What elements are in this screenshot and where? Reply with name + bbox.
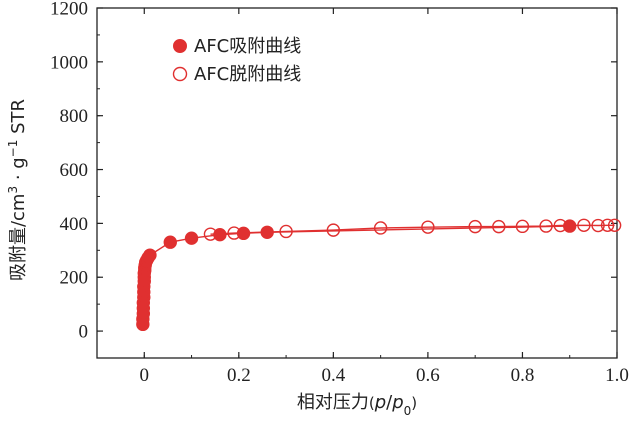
desorption-point xyxy=(539,219,553,233)
y-tick-label: 0 xyxy=(79,322,89,343)
legend-marker-filled xyxy=(173,39,187,53)
plot-frame xyxy=(96,7,618,359)
adsorption-point xyxy=(563,219,577,233)
y-tick-label: 200 xyxy=(60,268,89,289)
y-tick-label: 400 xyxy=(60,214,89,235)
x-tick-label: 1.0 xyxy=(605,365,629,386)
desorption-point xyxy=(227,226,241,240)
x-tick-label: 0.2 xyxy=(227,365,251,386)
desorption-point xyxy=(577,218,591,232)
desorption-point xyxy=(492,219,506,234)
series-line-0 xyxy=(142,225,570,325)
desorption-point xyxy=(203,227,218,241)
desorption-point xyxy=(279,224,293,239)
series-lines xyxy=(142,224,615,325)
legend-marker-open xyxy=(172,66,188,82)
y-tick-label: 1000 xyxy=(50,52,88,73)
desorption-point xyxy=(373,221,388,235)
x-tick-label: 0.6 xyxy=(416,365,440,386)
y-axis-label: 吸附量/cm3 · g−1 STR xyxy=(6,99,29,281)
legend-item-adsorption: AFC吸附曲线 xyxy=(173,36,301,57)
x-tick-label: 0.4 xyxy=(321,365,345,386)
plot-axes xyxy=(96,7,618,359)
legend-label-adsorption: AFC吸附曲线 xyxy=(194,36,301,57)
desorption-point xyxy=(468,219,482,234)
desorption-point xyxy=(326,223,341,237)
adsorption-point xyxy=(143,248,157,262)
desorption-point xyxy=(600,218,615,232)
x-axis-label: 相对压力(p/p0) xyxy=(297,392,417,418)
desorption-point xyxy=(515,219,530,234)
y-axis-ticks: 0 200 400 600 800 1000 1200 xyxy=(50,0,617,359)
adsorption-point xyxy=(260,225,274,239)
adsorption-point xyxy=(163,235,177,249)
y-tick-label: 600 xyxy=(60,160,89,181)
legend-item-desorption: AFC脱附曲线 xyxy=(172,64,301,85)
y-tick-label: 1200 xyxy=(50,0,88,20)
series-line-1 xyxy=(210,224,615,235)
adsorption-point xyxy=(184,231,199,245)
adsorption-point xyxy=(236,226,251,241)
desorption-point xyxy=(553,218,567,233)
x-tick-label: 0 xyxy=(140,365,150,386)
desorption-point xyxy=(421,220,435,234)
desorption-point xyxy=(591,218,605,233)
legend: AFC吸附曲线 AFC脱附曲线 xyxy=(172,36,301,85)
data-points xyxy=(136,218,622,332)
adsorption-point xyxy=(213,227,227,242)
x-tick-label: 0.8 xyxy=(511,365,535,386)
desorption-point xyxy=(607,218,622,232)
legend-label-desorption: AFC脱附曲线 xyxy=(194,64,301,85)
y-tick-label: 800 xyxy=(60,106,89,127)
x-axis-ticks: 0 0.2 0.4 0.6 0.8 1.0 xyxy=(96,8,629,386)
